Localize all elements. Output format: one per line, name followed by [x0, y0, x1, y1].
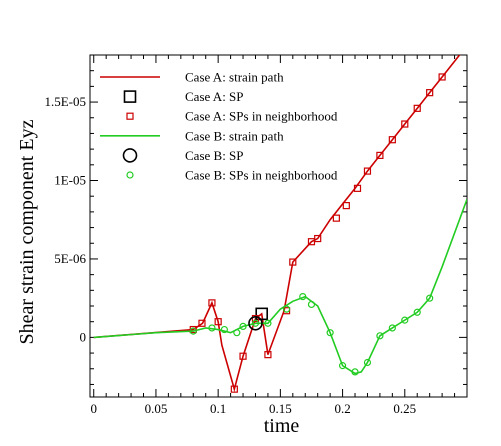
axis-ticks: 0 0.05 0.1 0.15 0.2 0.25 0 5E-06 1E-05 1.5E-05: [44, 55, 467, 416]
series-4-point: [248, 315, 263, 331]
series-5-point: [401, 316, 409, 324]
series-5-point: [388, 324, 396, 332]
x-tick-label: 0: [90, 401, 97, 416]
series-5-point: [376, 332, 384, 340]
x-tick-label: 0.1: [210, 401, 226, 416]
series-5-point: [208, 324, 216, 332]
series-2-point: [332, 214, 340, 222]
legend-label-5: Case B: SPs in neighborhood: [185, 168, 338, 183]
series-2-point: [251, 314, 260, 323]
series-2-point: [342, 202, 350, 210]
plot-frame: [89, 54, 468, 398]
series-2-point: [264, 351, 272, 359]
x-tick-label: 0.05: [145, 401, 168, 416]
series-5-point: [239, 322, 247, 331]
legend-label-3: Case B: strain path: [185, 128, 284, 143]
legend-marker-1: [123, 90, 137, 103]
legend-marker-4: [122, 148, 138, 163]
y-tick-label: 1.5E-05: [44, 94, 86, 109]
series-5-point: [351, 368, 359, 376]
y-tick-label: 1E-05: [54, 173, 86, 188]
series-2-point: [363, 167, 372, 175]
series-2-point: [230, 385, 238, 393]
legend-label-2: Case A: SPs in neighborhood: [185, 109, 338, 124]
series-5-point: [189, 327, 197, 335]
series-line-3: [93, 199, 467, 375]
legend: Case A: strain path Case A: SP Case A: SPs…: [100, 70, 338, 183]
series-5-point: [363, 358, 372, 367]
series-2-point: [314, 234, 322, 243]
x-tick-label: 0.25: [393, 401, 416, 416]
series-5-point: [233, 329, 241, 337]
x-axis-title: time: [264, 415, 300, 437]
legend-label-0: Case A: strain path: [185, 70, 284, 85]
legend-marker-5: [126, 171, 134, 179]
series-5-point: [220, 325, 228, 334]
series-2-point: [376, 151, 384, 160]
series-line-0: [93, 55, 461, 393]
series-5-point: [413, 308, 421, 316]
x-tick-label: 0.2: [334, 401, 350, 416]
y-tick-label: 0: [80, 329, 87, 344]
legend-marker-2: [126, 112, 134, 120]
series-5-point: [264, 319, 272, 327]
series-2-point: [438, 73, 446, 81]
series-5-point: [326, 329, 334, 337]
series-5-point: [251, 319, 260, 327]
series-layer: [93, 55, 467, 393]
y-axis-title: Shear strain component Eyz: [16, 119, 38, 344]
series-5-point: [426, 294, 434, 302]
series-5-point: [299, 292, 307, 301]
series-5-point: [307, 300, 316, 309]
series-2-point: [198, 319, 206, 327]
series-2-point: [413, 104, 421, 112]
series-2-point: [208, 299, 216, 307]
series-2-point: [289, 258, 297, 266]
series-2-point: [214, 318, 222, 326]
legend-label-1: Case A: SP: [185, 89, 244, 104]
series-2-point: [239, 352, 247, 360]
x-tick-label: 0.15: [269, 401, 292, 416]
series-2-point: [426, 89, 434, 97]
legend-label-4: Case B: SP: [185, 148, 244, 163]
series-2-point: [353, 184, 362, 192]
series-5-point: [338, 362, 347, 370]
y-tick-label: 5E-06: [54, 251, 86, 266]
series-2-point: [401, 120, 409, 128]
series-1-point: [255, 307, 269, 321]
series-2-point: [388, 136, 396, 144]
series-5-point: [282, 305, 291, 313]
